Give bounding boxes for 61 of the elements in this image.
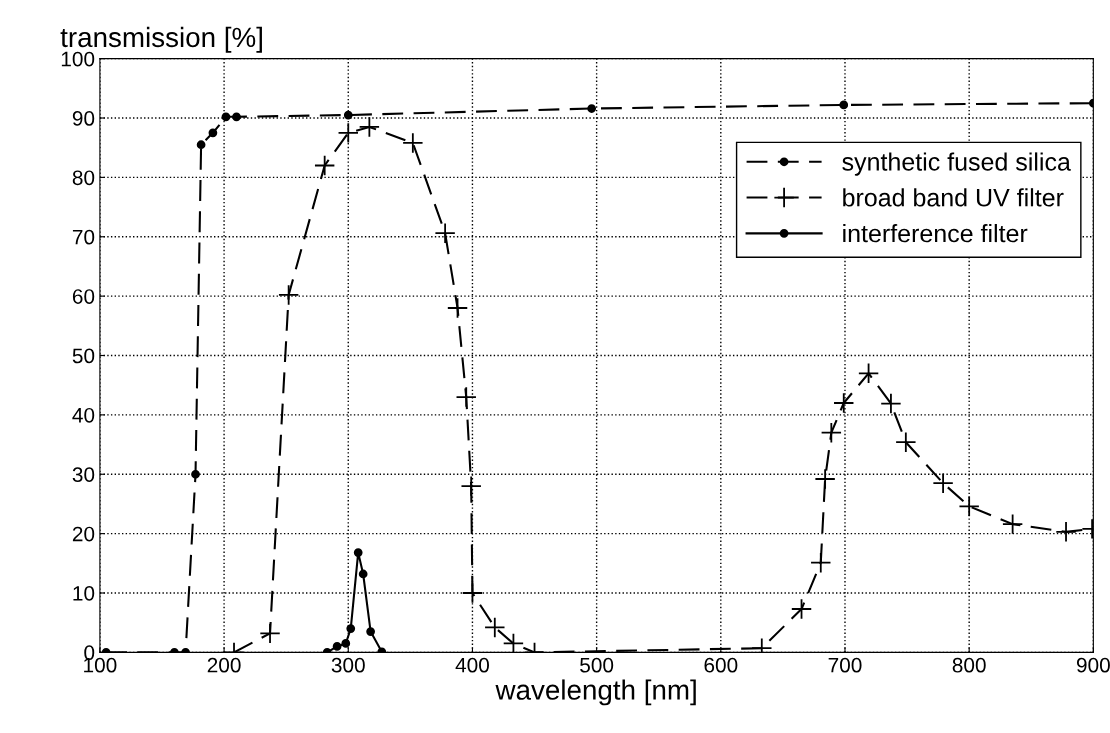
- x-tick-label: 400: [455, 657, 490, 673]
- point: [358, 116, 381, 138]
- legend-label: broad band UV filter: [843, 188, 1064, 207]
- point: [259, 622, 281, 644]
- point: [341, 639, 351, 648]
- point: [932, 472, 954, 494]
- point: [446, 297, 469, 319]
- point: [191, 469, 200, 479]
- point: [895, 431, 917, 453]
- point: [346, 624, 356, 633]
- x-tick-label: 800: [952, 657, 986, 673]
- point: [196, 140, 206, 150]
- x-tick-label: 900: [1076, 657, 1110, 673]
- point: [353, 548, 363, 558]
- point: [366, 627, 375, 636]
- y-tick-label: 50: [72, 348, 95, 364]
- point: [314, 154, 336, 177]
- point: [221, 112, 231, 122]
- point: [1055, 521, 1077, 543]
- point: [337, 122, 359, 144]
- y-tick-label: 70: [72, 229, 95, 245]
- x-tick-label: 300: [331, 657, 365, 673]
- point: [358, 569, 368, 579]
- y-tick-label: 90: [72, 111, 95, 126]
- point: [880, 392, 902, 415]
- x-tick-label: 600: [704, 657, 738, 673]
- y-tick-label: 10: [73, 586, 95, 601]
- y-tick-label: 60: [72, 289, 95, 304]
- point: [833, 392, 855, 414]
- x-tick-label: 200: [207, 657, 241, 673]
- x-tick-label: 500: [580, 657, 614, 673]
- legend-label: synthetic fused silica: [842, 152, 1071, 176]
- point: [278, 284, 300, 306]
- point: [208, 128, 218, 138]
- point: [455, 386, 477, 408]
- point: [790, 598, 813, 620]
- legend-label: interference filter: [843, 224, 1028, 243]
- point: [502, 632, 525, 653]
- y-tick-label: 20: [72, 526, 95, 542]
- point: [958, 495, 980, 517]
- x-tick-label: 700: [828, 657, 862, 673]
- x-axis-title: wavelength [nm]: [495, 679, 696, 706]
- point: [814, 468, 836, 490]
- point: [1002, 513, 1024, 535]
- point: [484, 616, 506, 639]
- point: [332, 642, 342, 651]
- point: [232, 112, 241, 122]
- point: [402, 132, 424, 154]
- point: [810, 552, 832, 574]
- point: [460, 475, 482, 497]
- y-tick-label: 40: [72, 407, 95, 423]
- point: [857, 362, 880, 384]
- point: [587, 104, 597, 113]
- y-tick-label: 80: [72, 170, 95, 186]
- point: [434, 222, 456, 244]
- y-tick-label: 100: [61, 51, 95, 67]
- point: [820, 422, 842, 444]
- y-tick-label: 30: [72, 467, 95, 482]
- point: [343, 110, 353, 120]
- point: [839, 100, 849, 110]
- point: [461, 582, 484, 604]
